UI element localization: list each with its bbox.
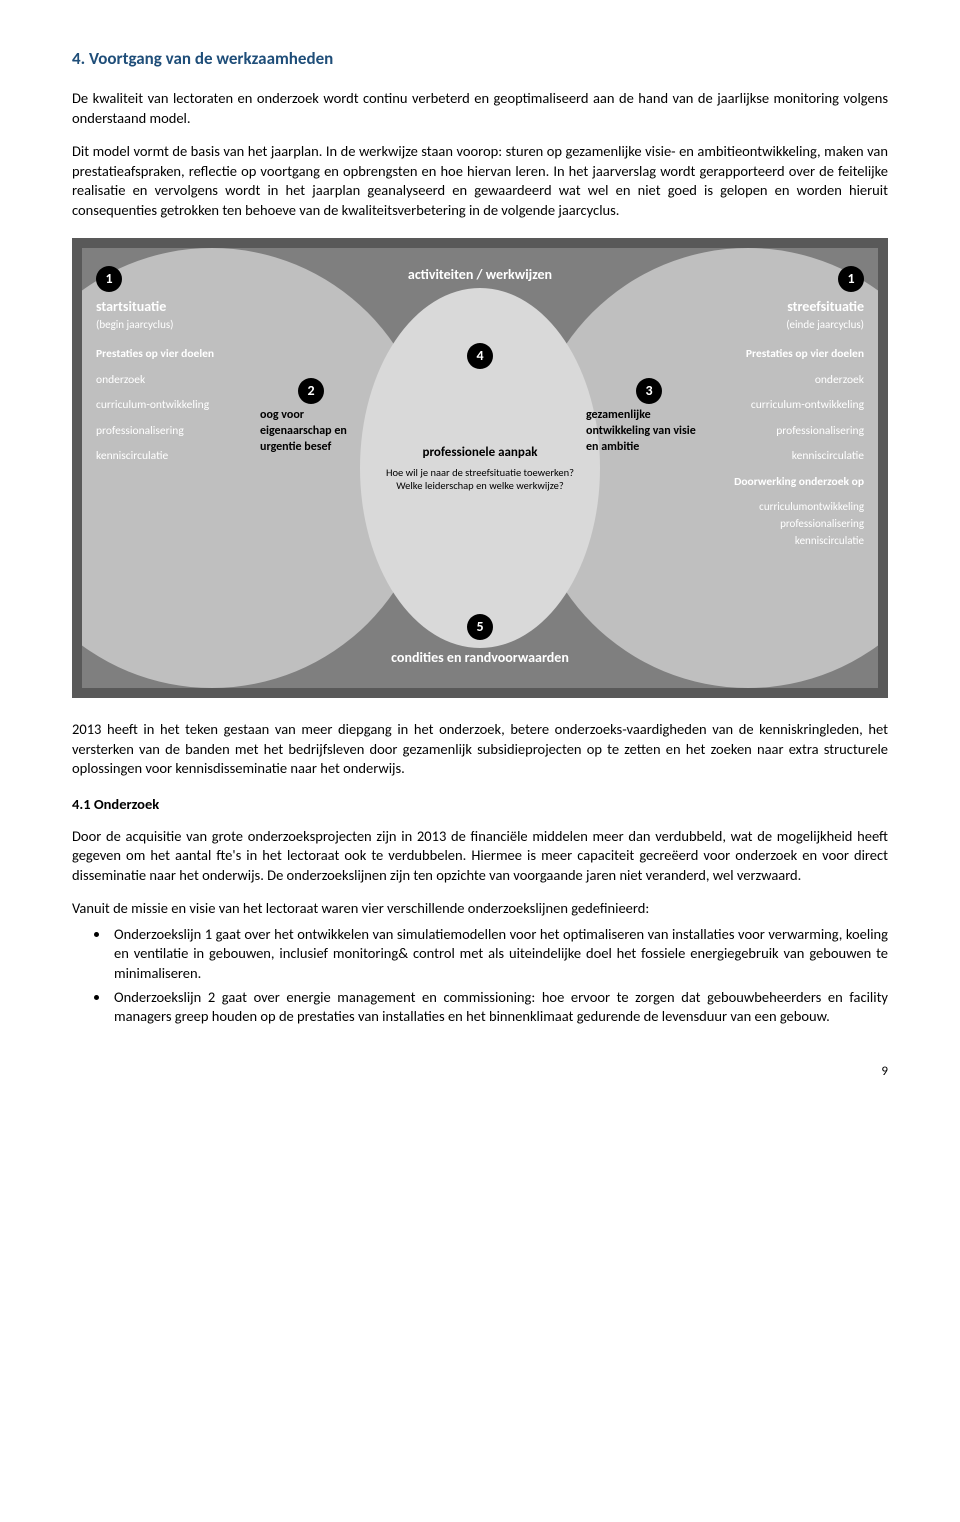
page-number: 9 <box>72 1063 888 1081</box>
diagram-top-label: activiteiten / werkwijzen <box>82 266 878 285</box>
bullet-list: Onderzoekslijn 1 gaat over het ontwikkel… <box>72 925 888 1027</box>
center-title: professionele aanpak <box>385 445 575 461</box>
left-title: startsituatie <box>96 298 246 317</box>
bullet-item: Onderzoekslijn 1 gaat over het ontwikkel… <box>110 925 888 984</box>
right-item: professionalisering <box>704 424 864 440</box>
right-item: kenniscirculatie <box>704 449 864 465</box>
paragraph-after-2: Door de acquisitie van grote onderzoeksp… <box>72 827 888 886</box>
badge-4: 4 <box>467 343 493 369</box>
badge-5: 5 <box>467 614 493 640</box>
diagram-right-column: streefsituatie (einde jaarcyclus) Presta… <box>704 298 864 550</box>
subheading-4-1: 4.1 Onderzoek <box>72 795 888 815</box>
left-item: kenniscirculatie <box>96 449 246 465</box>
center-body: Hoe wil je naar de streefsituatie toewer… <box>385 465 575 491</box>
right-sub: (einde jaarcyclus) <box>704 318 864 333</box>
right-extra-bold: Doorwerking onderzoek op <box>704 475 864 491</box>
left-item: onderzoek <box>96 373 246 389</box>
left-bold: Prestaties op vier doelen <box>96 347 246 363</box>
left-item: curriculum-ontwikkeling <box>96 398 246 414</box>
diagram-bottom-label: condities en randvoorwaarden <box>82 649 878 668</box>
section-title: 4. Voortgang van de werkzaamheden <box>72 48 888 71</box>
diagram-left-column: startsituatie (begin jaarcyclus) Prestat… <box>96 298 246 474</box>
paragraph-after-1: 2013 heeft in het teken gestaan van meer… <box>72 720 888 779</box>
paragraph-2: Dit model vormt de basis van het jaarpla… <box>72 142 888 220</box>
right-item: onderzoek <box>704 373 864 389</box>
paragraph-after-3: Vanuit de missie en visie van het lector… <box>72 899 888 919</box>
diagram-mid-right: gezamenlijke ontwikkeling van visie en a… <box>586 408 696 455</box>
bullet-item: Onderzoekslijn 2 gaat over energie manag… <box>110 988 888 1027</box>
diagram-center: professionele aanpak Hoe wil je naar de … <box>385 445 575 492</box>
left-sub: (begin jaarcyclus) <box>96 318 246 333</box>
right-extra-item: curriculumontwikkeling <box>704 500 864 515</box>
right-title: streefsituatie <box>704 298 864 317</box>
right-item: curriculum-ontwikkeling <box>704 398 864 414</box>
diagram-mid-left: oog voor eigenaarschap en urgentie besef <box>260 408 370 455</box>
right-extra-item: professionalisering <box>704 517 864 532</box>
right-bold: Prestaties op vier doelen <box>704 347 864 363</box>
left-item: professionalisering <box>96 424 246 440</box>
diagram-inner: activiteiten / werkwijzen 1 1 2 3 4 5 st… <box>82 248 878 688</box>
right-extra-item: kenniscirculatie <box>704 534 864 549</box>
diagram-outer-frame: activiteiten / werkwijzen 1 1 2 3 4 5 st… <box>72 238 888 698</box>
paragraph-1: De kwaliteit van lectoraten en onderzoek… <box>72 89 888 128</box>
